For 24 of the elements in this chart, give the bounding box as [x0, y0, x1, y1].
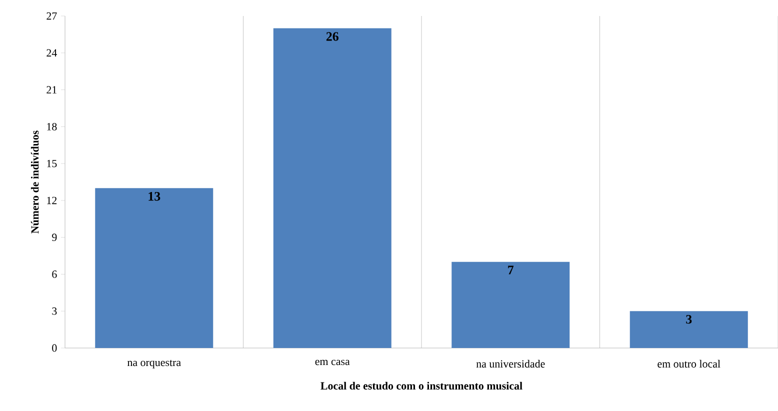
x-tick-label: em casa — [315, 360, 350, 366]
y-tick-label: 21 — [46, 86, 56, 94]
y-axis-title: Número de indivíduos — [30, 130, 39, 234]
x-tick-label: em outro local — [658, 360, 720, 368]
y-tick-label: 27 — [46, 12, 57, 20]
data-label: 7 — [508, 266, 514, 274]
data-label: 3 — [686, 314, 692, 324]
x-axis-title: Local de estudo com o instrumento musical — [320, 382, 522, 390]
y-tick-label: 3 — [52, 307, 57, 315]
y-tick-label: 0 — [52, 344, 57, 352]
data-label: 26 — [326, 32, 338, 41]
bar — [273, 28, 392, 348]
bar — [630, 311, 748, 348]
x-tick-label: na universidade — [476, 360, 545, 368]
y-tick-label: 18 — [47, 122, 57, 130]
data-label: 13 — [148, 192, 160, 201]
y-tick-label: 15 — [47, 160, 57, 168]
y-tick-label: 9 — [52, 234, 57, 242]
y-tick-label: 6 — [52, 270, 57, 278]
bar — [452, 262, 570, 348]
y-tick-label: 12 — [47, 196, 57, 204]
y-tick-label: 24 — [46, 49, 57, 57]
bar — [95, 188, 214, 348]
x-tick-label: na orquestra — [127, 360, 181, 368]
